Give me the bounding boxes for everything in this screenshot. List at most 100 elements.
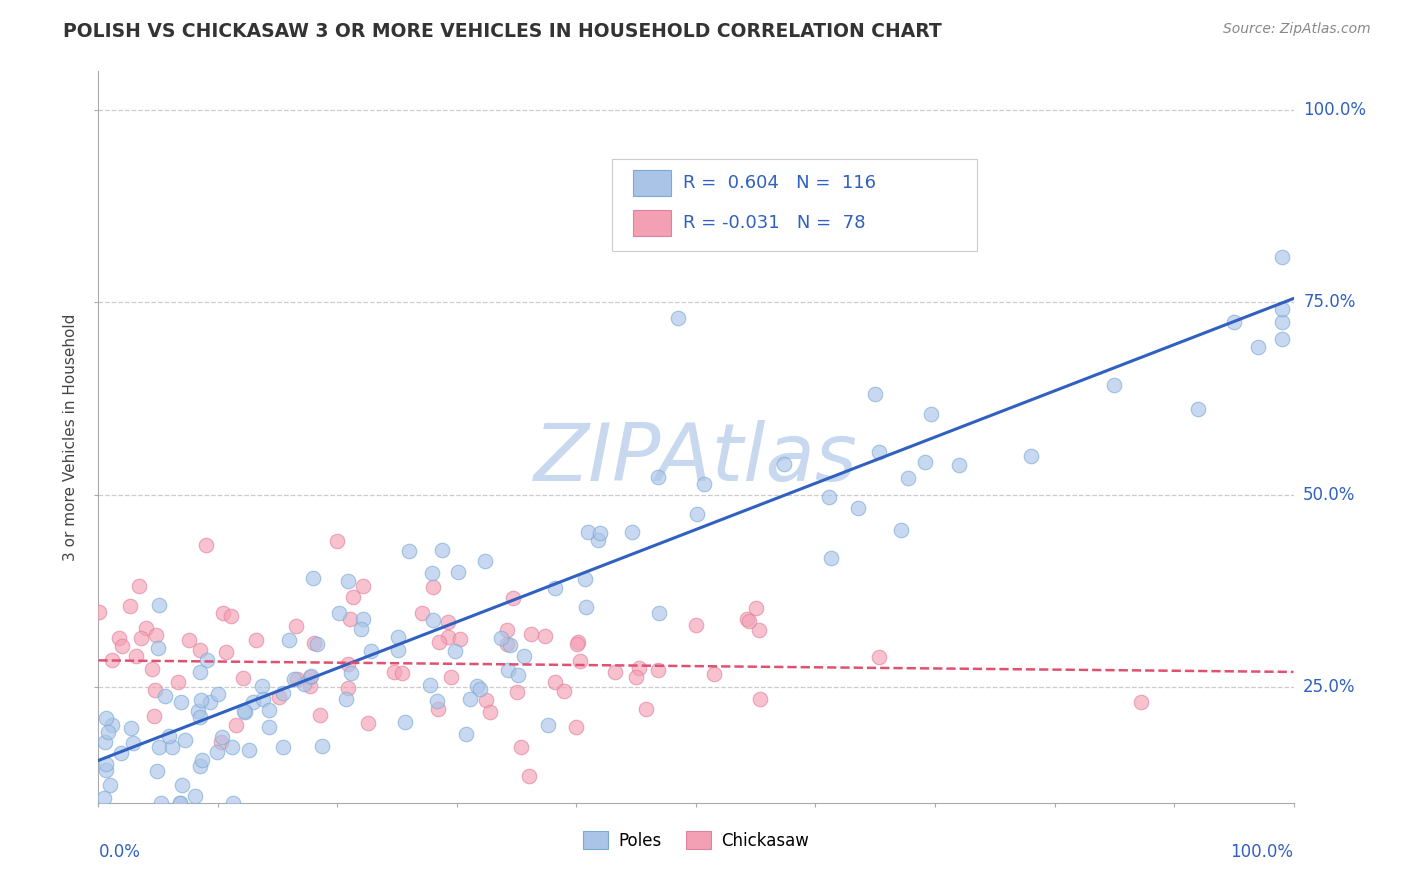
Point [299,679,322,693]
Y-axis label: 3 or more Vehicles in Household: 3 or more Vehicles in Household [63,313,79,561]
Point [479,705,502,719]
FancyBboxPatch shape [633,210,671,235]
Point [686,508,709,522]
Point [1271,332,1294,346]
Point [357,716,380,731]
Point [142,709,165,723]
Point [454,726,477,740]
Point [97,725,120,739]
Point [574,572,596,586]
Point [211,606,233,620]
Point [627,660,650,674]
Point [1271,315,1294,329]
Point [440,670,463,684]
Point [352,612,374,626]
Point [513,648,536,663]
Point [101,653,124,667]
Point [603,665,626,679]
Point [283,672,305,686]
Point [87,605,110,619]
Point [278,633,301,648]
Point [141,662,163,676]
Point [299,669,322,683]
Point [422,580,444,594]
Point [302,571,325,585]
Point [232,704,254,718]
Point [238,742,260,756]
Point [215,645,238,659]
Point [468,681,491,696]
Point [772,457,794,471]
Point [1271,301,1294,316]
Point [735,612,758,626]
Point [1187,401,1209,416]
Point [340,665,363,680]
Point [647,663,669,677]
Point [259,703,281,717]
Point [420,566,443,580]
Point [575,600,598,615]
Point [135,621,157,635]
Point [170,695,193,709]
Point [1019,449,1042,463]
Point [190,710,212,724]
Text: 100.0%: 100.0% [1230,843,1294,861]
Point [311,739,333,753]
Point [190,759,212,773]
Point [703,667,725,681]
Point [188,643,211,657]
Point [146,764,169,778]
Text: 100.0%: 100.0% [1303,101,1367,119]
Point [914,455,936,469]
Point [1130,695,1153,709]
Point [520,627,543,641]
Point [444,643,467,657]
Point [499,639,522,653]
Point [190,692,212,706]
Point [692,477,714,491]
Point [427,701,450,715]
FancyBboxPatch shape [633,170,671,196]
Point [170,778,193,792]
Text: R = -0.031   N =  78: R = -0.031 N = 78 [683,214,865,232]
Point [309,708,332,723]
Point [387,642,409,657]
Point [495,637,517,651]
Point [177,632,200,647]
Point [129,631,152,645]
Point [108,631,131,645]
Point [146,641,169,656]
Point [588,525,610,540]
Point [336,574,359,588]
Text: 0.0%: 0.0% [98,843,141,861]
Point [1223,315,1246,329]
Point [335,692,357,706]
Point [242,695,264,709]
Text: 50.0%: 50.0% [1303,486,1355,504]
Point [517,769,540,783]
Point [225,718,247,732]
Point [430,543,453,558]
Point [174,732,197,747]
Point [817,490,839,504]
Point [748,692,770,706]
Point [868,445,890,459]
Text: R =  0.604   N =  116: R = 0.604 N = 116 [683,174,876,193]
Point [169,796,191,810]
Text: POLISH VS CHICKASAW 3 OR MORE VEHICLES IN HOUSEHOLD CORRELATION CHART: POLISH VS CHICKASAW 3 OR MORE VEHICLES I… [63,22,942,41]
Point [626,670,648,684]
Point [391,666,413,681]
Point [352,579,374,593]
Point [299,670,322,684]
Text: 25.0%: 25.0% [1303,678,1355,697]
Point [537,717,560,731]
Point [567,636,589,650]
Point [205,745,228,759]
Point [221,796,243,810]
Point [948,458,970,472]
Point [636,701,658,715]
Point [191,753,214,767]
Point [890,523,912,537]
Point [284,619,307,633]
Point [110,746,132,760]
